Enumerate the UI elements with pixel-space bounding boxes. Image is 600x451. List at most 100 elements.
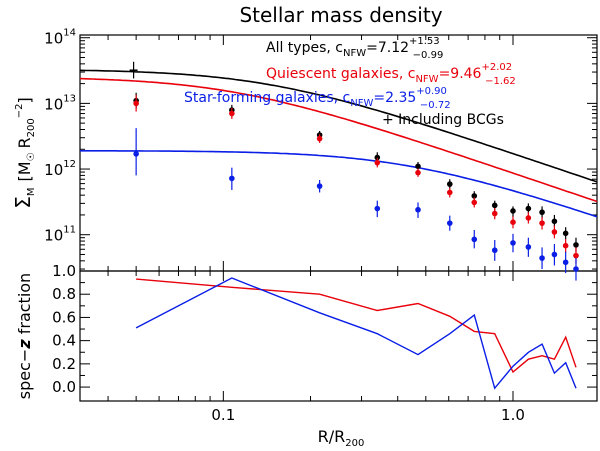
x-tick-labels: 0.1 1.0 [211,406,525,424]
data-point-star-forming-galaxies [510,240,516,246]
data-point-star-forming-galaxies [491,247,498,254]
y-tick-label: 0.4 [52,332,76,350]
data-point-all-types [491,202,498,209]
data-point-quiescent-galaxies [229,110,235,117]
legend-sf-plus: +0.90 [416,86,447,97]
x-tick-label: 0.1 [211,406,235,424]
x-axis-label: R/R200 [318,427,365,449]
data-point-quiescent-galaxies [539,220,545,226]
units-open: [M [15,161,34,181]
legend-all-value: =7.12 [366,40,409,56]
bottom-ylabel-z: z [15,339,34,350]
data-point-star-forming-galaxies [374,205,381,212]
legend-sf-sub: NFW [350,98,373,109]
y-tick-label: 0.0 [52,378,76,396]
fraction-line-star-forming-galaxies [135,277,577,390]
y-tick-label: 0.8 [52,285,76,303]
y-tick-label: 1014 [44,28,76,48]
bottom-y-tick-labels: 0.0 0.2 0.4 0.6 0.8 1.0 [52,262,76,396]
y-tick-exp: 14 [63,28,76,39]
units-R: R [15,137,34,148]
data-point-all-types [471,193,478,199]
legend-q-value: =9.46 [439,66,482,82]
legend-star-forming: Star-forming galaxies, cNFW=2.35+0.90 −0.… [184,86,451,111]
data-point-quiescent-galaxies [525,215,532,221]
legend-all-minus: −0.99 [413,50,444,61]
data-point-quiescent-galaxies [573,252,579,259]
sigma-sub: M [26,187,37,196]
chart-title: Stellar mass density [239,3,442,27]
data-point-star-forming-galaxies [415,206,421,213]
units-close: ] [15,97,34,103]
data-point-all-types [510,208,516,214]
units-R-sub: 200 [26,118,37,137]
data-point-quiescent-galaxies [133,100,139,107]
bottom-y-axis-label: spec−z fraction [15,273,34,399]
legend-quiescent: Quiescent galaxies, cNFW=9.46+2.02 −1.62 [266,62,516,87]
data-point-quiescent-galaxies [491,210,498,217]
data-point-star-forming-galaxies [133,151,139,157]
data-point-star-forming-galaxies [562,259,569,266]
legend-all-plus: +1.53 [409,36,440,47]
data-point-star-forming-galaxies [471,236,478,243]
data-point-all-types [525,205,532,212]
y-tick-exp: 13 [63,93,76,104]
bottom-ylabel-rest: fraction [15,273,34,340]
x-axis-label-main: R/R [318,427,346,446]
x-axis-label-sub: 200 [345,438,364,449]
bottom-panel-frame [79,270,598,402]
data-point-quiescent-galaxies [471,199,478,206]
data-point-quiescent-galaxies [446,189,453,196]
y-tick-base: 10 [44,30,63,48]
fit-curve-star-forming-galaxies [80,150,598,218]
y-tick-base: 10 [44,161,63,179]
units-exp: −2 [14,103,25,118]
legend-q-text: Quiescent galaxies, c [266,66,415,82]
legend-bcg: + Including BCGs [382,112,504,128]
data-point-quiescent-galaxies [510,219,516,226]
y-tick-exp: 11 [63,225,76,236]
legend-sf-text: Star-forming galaxies, c [184,90,350,106]
data-points [129,61,579,281]
fit-curve-all-types [79,69,598,183]
legend-sf-minus: −0.72 [420,100,451,111]
data-point-quiescent-galaxies [415,169,421,176]
bottom-panel-ticks [80,270,597,401]
data-point-all-types [573,242,579,248]
top-panel-ticks [80,35,597,271]
nfw-fit-curves [79,69,598,218]
y-tick-label: 0.6 [52,308,76,326]
fraction-line-quiescent-galaxies [136,278,577,374]
data-point-star-forming-galaxies [446,220,453,226]
y-tick-base: 10 [44,227,63,245]
data-point-star-forming-galaxies [525,244,532,250]
data-point-star-forming-galaxies [539,255,545,261]
data-point-quiescent-galaxies [374,159,381,166]
data-point-star-forming-galaxies [316,183,323,189]
y-tick-label: 1013 [44,93,76,113]
legend-all-sub: NFW [343,48,366,59]
data-point-quiescent-galaxies [562,242,569,249]
y-tick-label: 1.0 [52,262,76,280]
fit-curve-quiescent-galaxies [79,77,598,203]
y-tick-label: 1011 [44,225,76,245]
data-point-all-types [415,163,421,170]
legend-q-sub: NFW [415,74,438,85]
data-point-all-types [446,181,453,187]
x-tick-label: 1.0 [501,406,525,424]
legend-all-text: All types, c [266,40,343,56]
data-point-all-types [539,209,545,216]
y-tick-exp: 12 [63,159,76,170]
sun-symbol: ☉ [26,152,37,161]
y-tick-base: 10 [44,95,63,113]
legend-q-plus: +2.02 [481,62,512,73]
data-point-all-types [374,154,381,161]
data-point-all-types [551,218,558,225]
spec-z-fraction-lines [135,277,577,390]
data-point-star-forming-galaxies [573,266,579,272]
sigma-symbol: Σ [11,196,35,209]
data-point-quiescent-galaxies [551,229,558,235]
data-point-star-forming-galaxies [229,175,235,182]
